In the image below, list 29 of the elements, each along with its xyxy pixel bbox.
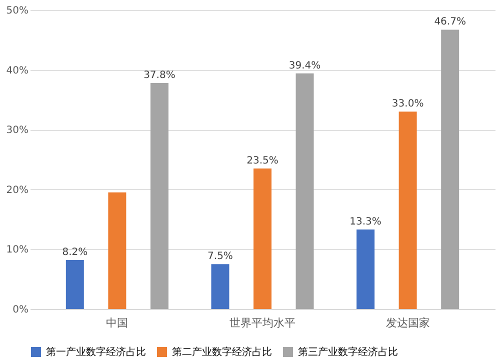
bar xyxy=(66,260,84,309)
data-label: 8.2% xyxy=(62,246,88,258)
y-tick-label: 50% xyxy=(6,6,28,16)
bar xyxy=(108,192,126,309)
y-tick-label: 30% xyxy=(6,125,28,136)
legend-label: 第三产业数字经济占比 xyxy=(298,346,398,358)
legend-label: 第一产业数字经济占比 xyxy=(46,346,146,358)
bar xyxy=(441,30,460,309)
bar xyxy=(356,229,375,309)
x-tick-label: 中国 xyxy=(106,316,128,330)
bar xyxy=(211,264,230,309)
data-label: 46.7% xyxy=(434,16,466,28)
y-tick-label: 0% xyxy=(12,304,28,316)
y-tick-label: 20% xyxy=(6,184,28,196)
data-label: 23.5% xyxy=(246,155,278,166)
bar xyxy=(398,112,417,309)
bar xyxy=(150,82,168,309)
data-label: 39.4% xyxy=(288,60,321,72)
y-tick-label: 40% xyxy=(6,65,28,76)
data-label: 13.3% xyxy=(350,216,382,228)
x-tick-label: 发达国家 xyxy=(386,316,430,330)
data-label: 37.8% xyxy=(144,70,176,81)
data-label: 33.0% xyxy=(392,98,424,110)
x-tick-label: 世界平均水平 xyxy=(230,316,296,330)
bar xyxy=(254,168,272,309)
y-tick-label: 10% xyxy=(6,244,28,256)
bar xyxy=(296,73,314,309)
data-label: 7.5% xyxy=(208,251,233,262)
legend-label: 第二产业数字经济占比 xyxy=(172,346,272,358)
